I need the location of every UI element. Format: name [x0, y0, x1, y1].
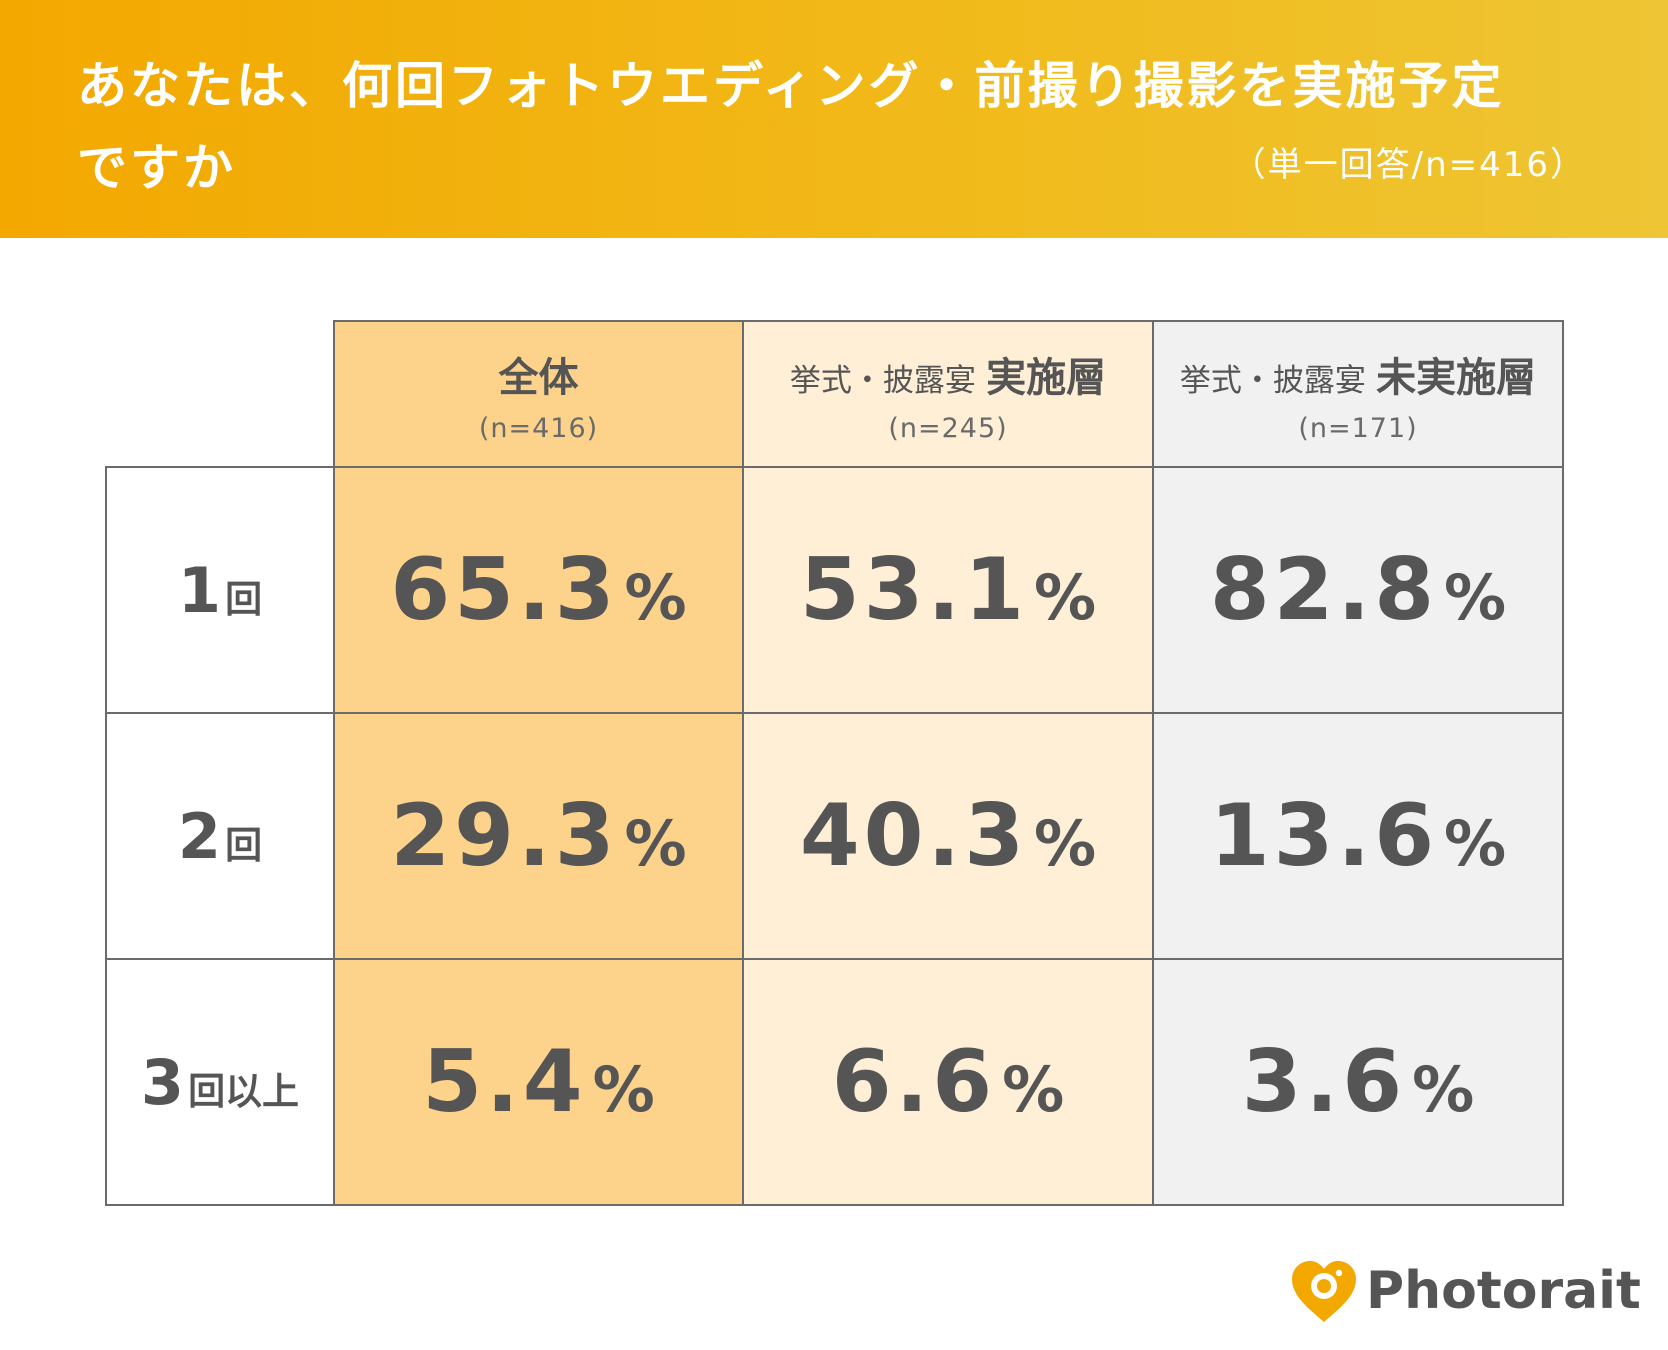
column-header-n: (n=171): [1298, 412, 1418, 444]
percent-sign: %: [1444, 561, 1507, 634]
row-label-unit: 回: [225, 823, 263, 867]
data-label: 40.3: [799, 786, 1029, 886]
percent-sign: %: [1034, 561, 1097, 634]
value-cell-none: 3.6%: [1152, 958, 1564, 1206]
answer-meta: （単一回答/n=416）: [1231, 145, 1586, 185]
question-title-line1: あなたは、何回フォトウエディング・前撮り撮影を実施予定: [77, 57, 1505, 115]
column-header-prefix: 挙式・披露宴: [789, 362, 976, 399]
header-banner: あなたは、何回フォトウエディング・前撮り撮影を実施予定 ですか （単一回答/n=…: [0, 0, 1668, 238]
value-cell-done: 53.1%: [742, 466, 1154, 714]
percentage-value: 29.3%: [390, 786, 686, 886]
percentage-value: 3.6%: [1242, 1032, 1474, 1132]
value-cell-total: 5.4%: [333, 958, 744, 1206]
row-label-number: 3: [140, 1045, 185, 1119]
data-label: 3.6: [1241, 1032, 1407, 1132]
value-cell-none: 13.6%: [1152, 712, 1564, 960]
brand-name: Photorait: [1366, 1261, 1641, 1321]
column-header-total: 全体 (n=416): [333, 320, 744, 468]
column-header-title: 未実施層: [1376, 354, 1537, 401]
brand-logo: Photorait: [1288, 1258, 1641, 1324]
data-label: 65.3: [390, 540, 619, 640]
row-label-number: 2: [177, 799, 222, 873]
percentage-value: 82.8%: [1210, 540, 1506, 640]
value-cell-none: 82.8%: [1152, 466, 1564, 714]
percentage-value: 53.1%: [800, 540, 1096, 640]
value-cell-total: 65.3%: [333, 466, 744, 714]
column-header-n: (n=416): [478, 412, 599, 444]
value-cell-total: 29.3%: [333, 712, 744, 960]
percentage-value: 65.3%: [390, 540, 686, 640]
row-label-cell: 3 回以上: [105, 958, 335, 1206]
percentage-value: 40.3%: [800, 786, 1096, 886]
question-title-line2: ですか: [77, 139, 236, 197]
column-header-n: (n=245): [888, 412, 1008, 444]
data-label: 53.1: [799, 540, 1029, 640]
column-header-none: 挙式・披露宴 未実施層 (n=171): [1152, 320, 1564, 468]
column-header-done: 挙式・披露宴 実施層 (n=245): [742, 320, 1154, 468]
percent-sign: %: [1412, 1053, 1475, 1126]
row-label: 3 回以上: [141, 1046, 299, 1119]
row-label-unit: 回: [225, 577, 263, 621]
percent-sign: %: [624, 561, 687, 634]
column-header-title: 全体: [498, 354, 579, 401]
data-label: 6.6: [831, 1032, 997, 1132]
percent-sign: %: [592, 1053, 655, 1126]
percent-sign: %: [1444, 807, 1507, 880]
percentage-value: 6.6%: [832, 1032, 1064, 1132]
row-label-unit: 回以上: [188, 1069, 300, 1113]
percent-sign: %: [1002, 1053, 1065, 1126]
value-cell-done: 40.3%: [742, 712, 1154, 960]
data-label: 29.3: [390, 786, 619, 886]
percentage-value: 5.4%: [422, 1032, 654, 1132]
percentage-value: 13.6%: [1210, 786, 1506, 886]
percent-sign: %: [1034, 807, 1097, 880]
data-label: 82.8: [1209, 540, 1439, 640]
percent-sign: %: [624, 807, 687, 880]
data-label: 5.4: [422, 1032, 587, 1132]
column-header-title: 実施層: [986, 354, 1107, 401]
heart-camera-logo-icon: [1292, 1261, 1356, 1322]
value-cell-done: 6.6%: [742, 958, 1154, 1206]
row-label-number: 1: [177, 553, 222, 627]
data-label: 13.6: [1209, 786, 1439, 886]
column-header-prefix: 挙式・披露宴: [1179, 362, 1366, 399]
